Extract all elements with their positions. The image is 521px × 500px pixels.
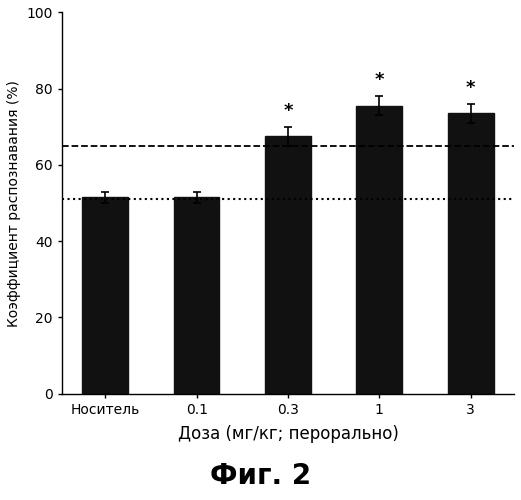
X-axis label: Доза (мг/кг; перорально): Доза (мг/кг; перорально) xyxy=(178,425,399,443)
Text: Фиг. 2: Фиг. 2 xyxy=(210,462,311,490)
Bar xyxy=(356,106,402,394)
Bar xyxy=(448,114,493,394)
Text: *: * xyxy=(283,102,293,120)
Y-axis label: Коэффициент распознавания (%): Коэффициент распознавания (%) xyxy=(7,80,21,326)
Bar xyxy=(174,198,219,394)
Text: *: * xyxy=(375,72,384,90)
Bar xyxy=(82,198,128,394)
Bar xyxy=(265,136,311,394)
Text: *: * xyxy=(466,79,476,97)
